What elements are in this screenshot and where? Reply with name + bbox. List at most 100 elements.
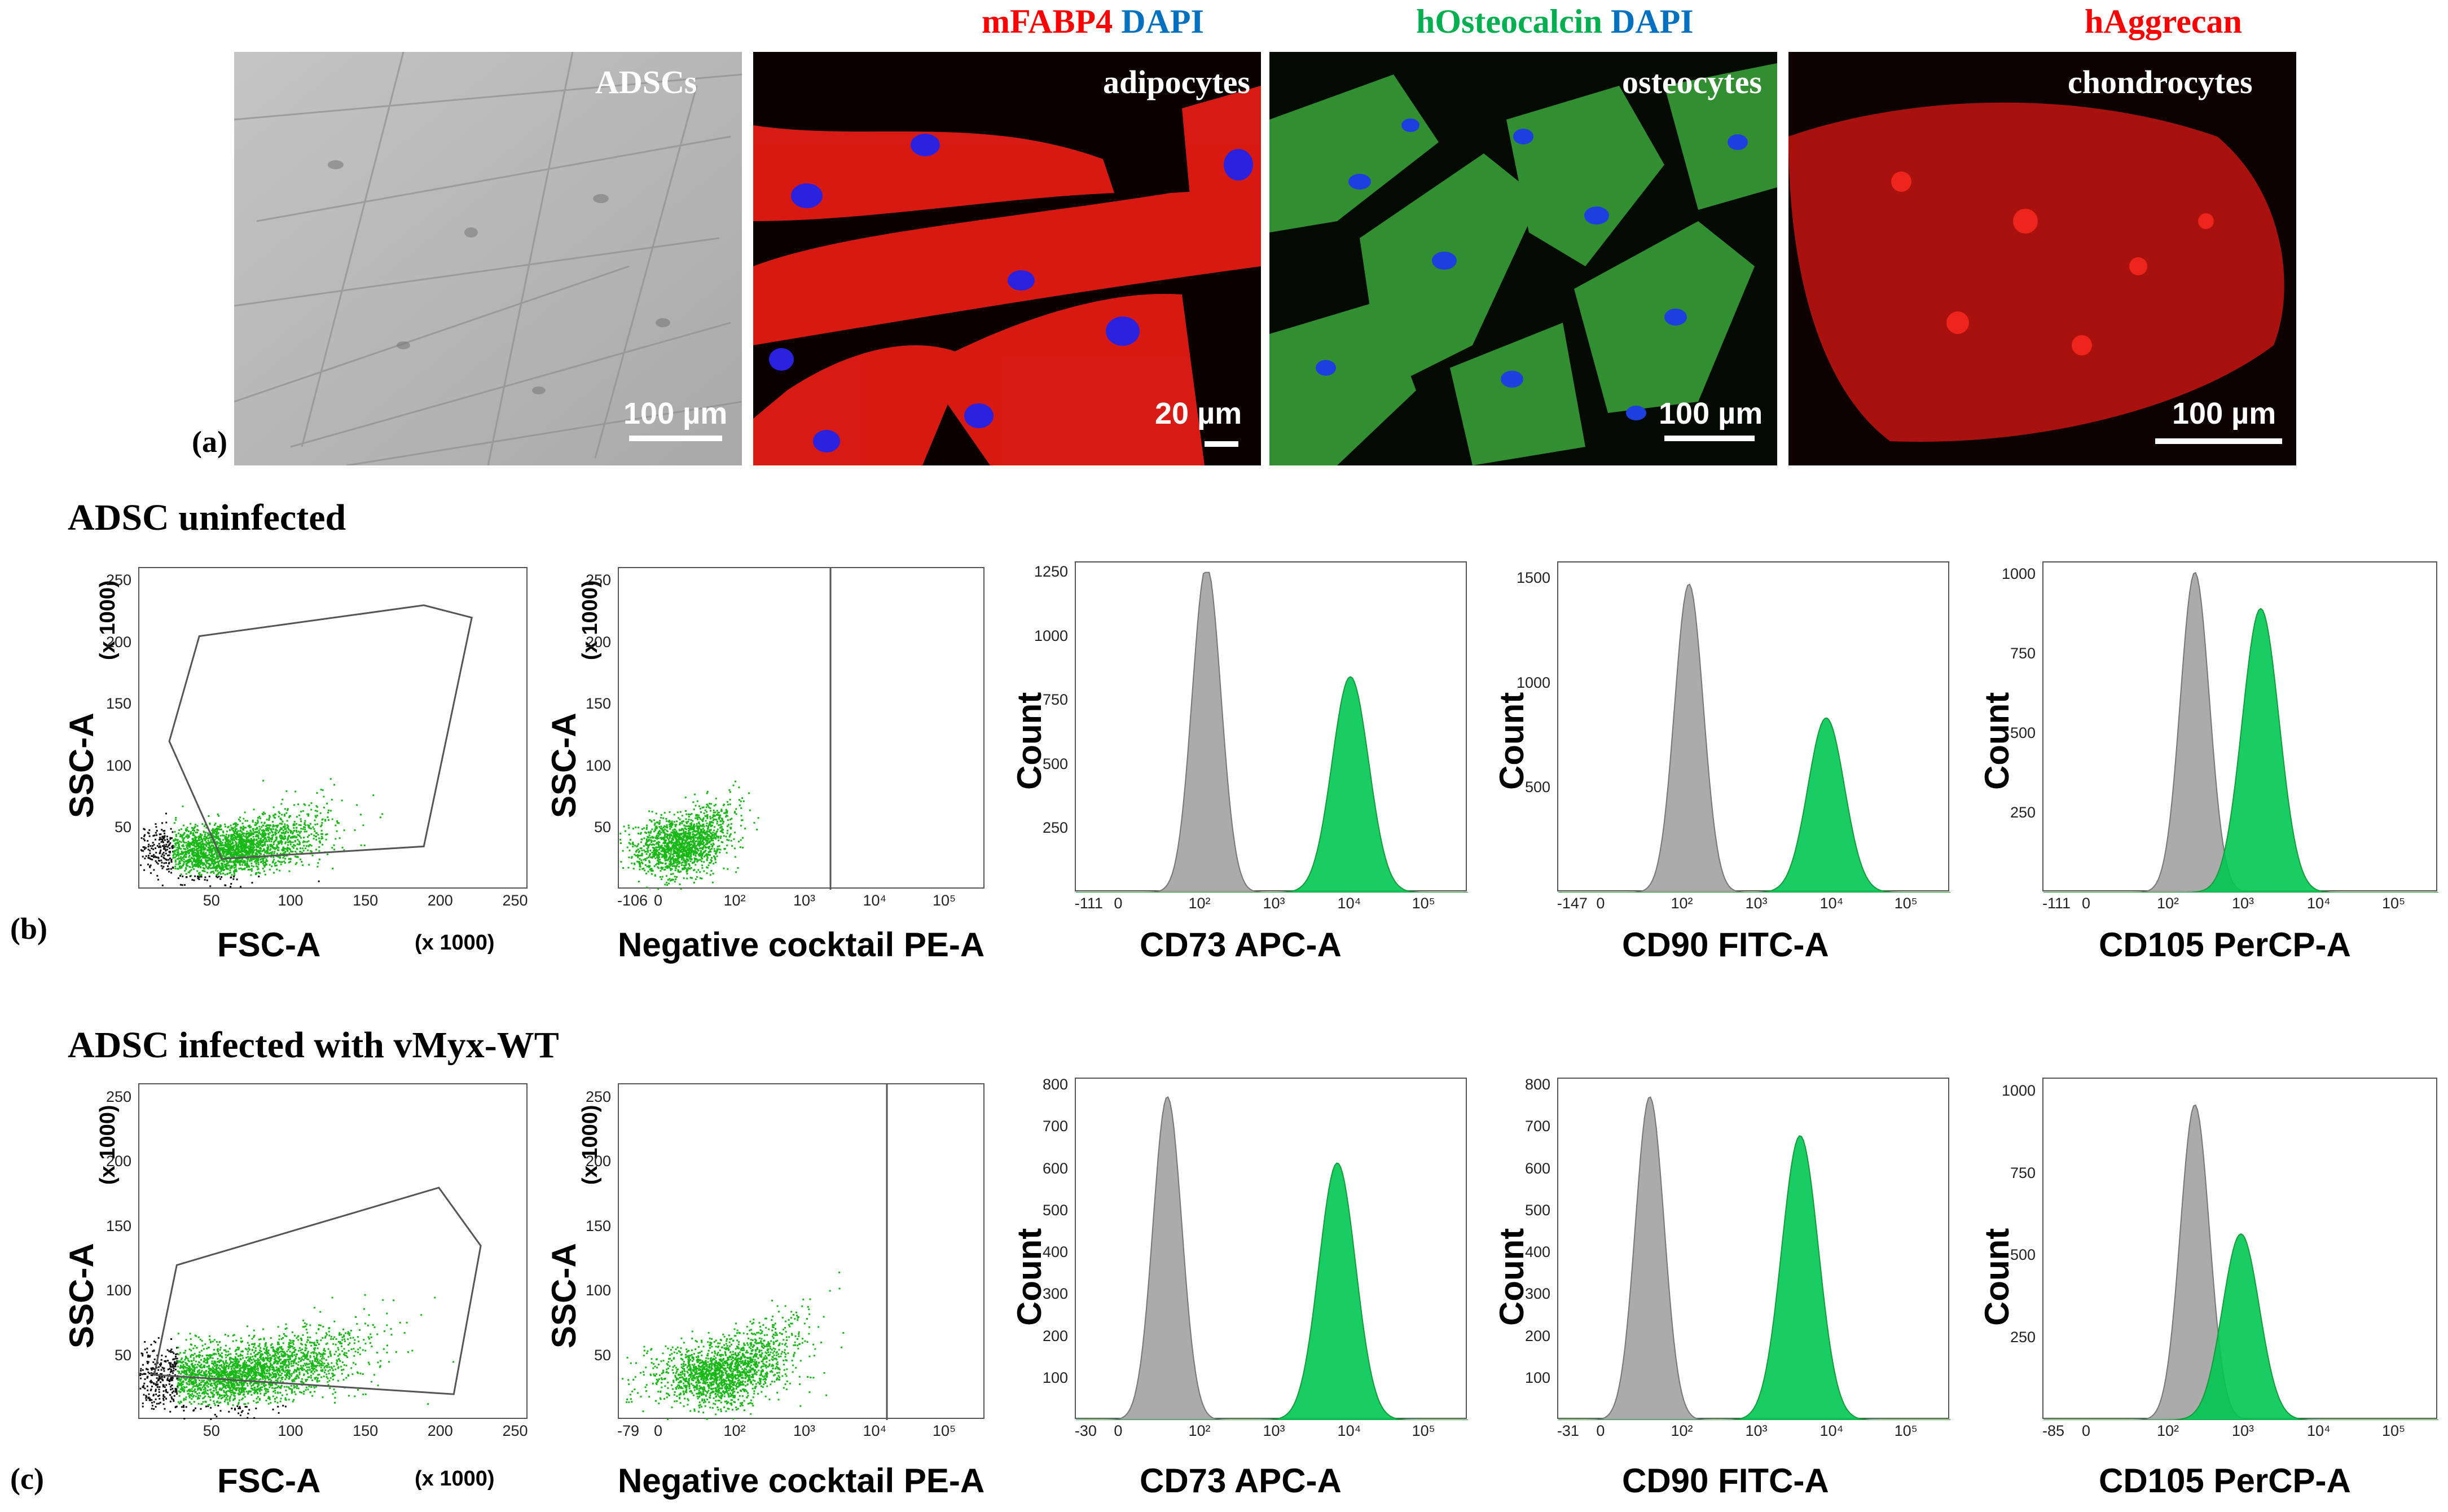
event-dot bbox=[264, 851, 266, 854]
event-dot bbox=[719, 816, 721, 819]
event-dot bbox=[205, 827, 208, 829]
event-dot bbox=[157, 857, 160, 859]
event-dot bbox=[688, 863, 690, 865]
event-dot bbox=[706, 792, 708, 794]
event-dot bbox=[672, 829, 674, 832]
event-dot bbox=[186, 827, 188, 829]
event-dot bbox=[188, 834, 190, 837]
event-dot bbox=[693, 846, 695, 848]
histogram-control bbox=[1076, 572, 1468, 893]
event-dot bbox=[238, 1399, 240, 1401]
event-dot bbox=[143, 846, 146, 849]
event-dot bbox=[275, 837, 277, 839]
event-dot bbox=[658, 852, 661, 855]
event-dot bbox=[658, 849, 660, 851]
event-dot bbox=[258, 852, 260, 854]
event-dot bbox=[313, 1387, 315, 1389]
event-dot bbox=[261, 821, 263, 824]
event-dot bbox=[662, 862, 664, 864]
event-dot bbox=[669, 834, 671, 837]
event-dot bbox=[657, 832, 659, 834]
event-dot bbox=[149, 850, 151, 852]
event-dot bbox=[155, 847, 157, 849]
event-dot bbox=[211, 833, 213, 835]
event-dot bbox=[289, 841, 292, 843]
event-dot bbox=[176, 1357, 178, 1360]
event-dot bbox=[217, 855, 219, 858]
event-dot bbox=[148, 1372, 151, 1374]
event-dot bbox=[305, 1355, 307, 1357]
event-dot bbox=[289, 1377, 291, 1379]
event-dot bbox=[192, 865, 194, 867]
event-dot bbox=[176, 1360, 178, 1362]
event-dot bbox=[692, 839, 694, 842]
event-dot bbox=[254, 831, 257, 833]
event-dot bbox=[206, 832, 209, 834]
event-dot bbox=[234, 1385, 236, 1387]
event-dot bbox=[246, 830, 248, 833]
event-dot bbox=[236, 854, 238, 856]
event-dot bbox=[714, 834, 716, 836]
event-dot bbox=[192, 860, 195, 863]
event-dot bbox=[693, 823, 695, 825]
event-dot bbox=[696, 840, 698, 842]
event-dot bbox=[272, 825, 274, 828]
event-dot bbox=[337, 1340, 340, 1343]
event-dot bbox=[185, 842, 187, 844]
event-dot bbox=[669, 848, 671, 850]
event-dot bbox=[241, 837, 243, 839]
event-dot bbox=[242, 854, 244, 856]
event-dot bbox=[337, 1347, 339, 1349]
event-dot bbox=[166, 838, 169, 841]
event-dot bbox=[673, 845, 675, 847]
event-dot bbox=[148, 857, 151, 859]
event-dot bbox=[313, 1364, 315, 1366]
event-dot bbox=[256, 1365, 258, 1368]
event-dot bbox=[663, 825, 666, 827]
event-dot bbox=[735, 813, 737, 815]
event-dot bbox=[221, 859, 223, 862]
event-dot bbox=[678, 841, 680, 843]
event-dot bbox=[176, 846, 178, 849]
event-dot bbox=[239, 1371, 241, 1373]
event-dot bbox=[693, 881, 695, 884]
event-dot bbox=[683, 830, 685, 832]
event-dot bbox=[187, 849, 189, 851]
event-dot bbox=[153, 856, 156, 858]
event-dot bbox=[638, 843, 640, 845]
event-dot bbox=[319, 812, 322, 814]
event-dot bbox=[659, 846, 661, 849]
event-dot bbox=[211, 1362, 213, 1365]
event-dot bbox=[194, 824, 196, 826]
event-dot bbox=[180, 1365, 182, 1367]
event-dot bbox=[236, 836, 238, 838]
event-dot bbox=[341, 846, 344, 849]
event-dot bbox=[187, 847, 189, 850]
event-dot bbox=[265, 1369, 267, 1372]
event-dot bbox=[186, 834, 188, 836]
event-dot bbox=[205, 866, 208, 868]
event-dot bbox=[667, 834, 669, 837]
event-dot bbox=[157, 846, 160, 849]
event-dot bbox=[310, 1352, 313, 1354]
histogram-area bbox=[1558, 583, 1950, 893]
event-dot bbox=[214, 836, 216, 838]
event-dot bbox=[269, 845, 271, 847]
event-dot bbox=[236, 851, 238, 853]
event-dot bbox=[709, 840, 711, 842]
event-dot bbox=[238, 1347, 240, 1349]
event-dot bbox=[670, 851, 672, 853]
event-dot bbox=[667, 849, 669, 851]
event-dot bbox=[676, 855, 679, 857]
event-dot bbox=[206, 879, 208, 881]
event-dot bbox=[208, 847, 210, 849]
event-dot bbox=[667, 843, 669, 846]
event-dot bbox=[234, 863, 236, 865]
event-dot bbox=[709, 862, 711, 864]
event-dot bbox=[201, 1386, 204, 1388]
event-dot bbox=[620, 861, 622, 863]
event-dot bbox=[204, 849, 206, 851]
event-dot bbox=[216, 855, 218, 858]
event-dot bbox=[315, 1386, 317, 1388]
event-dot bbox=[216, 841, 218, 843]
